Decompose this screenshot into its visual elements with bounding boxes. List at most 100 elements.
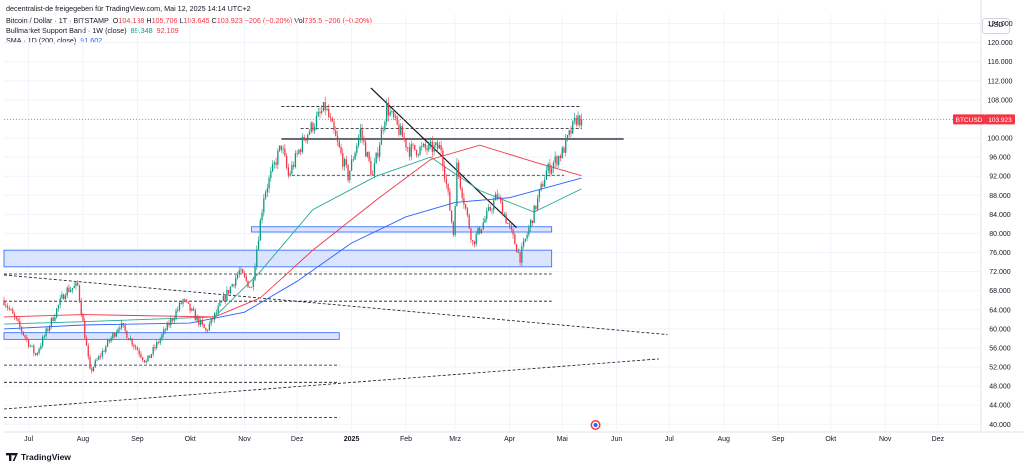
candle-body	[238, 270, 240, 275]
candle-body	[457, 162, 460, 176]
candle-body	[256, 249, 258, 267]
candle-body	[357, 137, 360, 146]
candle-body	[340, 147, 342, 154]
candle-body	[314, 126, 316, 131]
y-tick-label: 96.000	[989, 155, 1011, 162]
candle-body	[164, 329, 167, 331]
candle-body	[92, 366, 95, 371]
candle-body	[547, 163, 549, 171]
y-tick-label: 56.000	[989, 345, 1011, 352]
candle-body	[438, 145, 440, 149]
candle-body	[150, 354, 153, 358]
x-tick-label: Jun	[611, 436, 622, 443]
candle-body	[496, 194, 498, 198]
candle-body	[424, 143, 426, 149]
candle-body	[303, 136, 305, 141]
x-tick-label: 2025	[344, 436, 360, 443]
y-tick-label: 84.000	[989, 212, 1011, 219]
candle-body	[210, 318, 212, 324]
candle-body	[212, 318, 214, 320]
y-tick-label: 92.000	[989, 174, 1011, 181]
candle-body	[400, 126, 402, 135]
candle-body	[305, 140, 307, 142]
candle-body	[529, 220, 532, 228]
candle-body	[152, 347, 154, 355]
candle-body	[368, 152, 370, 161]
candle-body	[549, 163, 551, 174]
bull-band-label[interactable]: Bullmarket Support Band · 1W (close)	[6, 26, 127, 35]
candle-body	[366, 152, 369, 157]
candle-body	[149, 355, 151, 358]
x-tick-label: Mai	[557, 436, 569, 443]
candle-body	[103, 351, 105, 352]
candle-body	[22, 331, 24, 336]
price-tag-text: 103.923	[988, 117, 1012, 124]
candle-body	[463, 197, 465, 205]
candle-body	[240, 269, 242, 271]
sma-label[interactable]: SMA · 1D (200, close)	[6, 36, 77, 45]
candle-body	[247, 280, 249, 288]
open-value: 104.138	[118, 16, 145, 25]
candle-body	[221, 300, 223, 303]
legend-sma-row: SMA · 1D (200, close) 91.602	[6, 36, 102, 46]
candle-body	[135, 346, 137, 348]
candle-body	[486, 210, 488, 219]
candle-body	[3, 300, 5, 305]
candle-body	[394, 116, 397, 118]
candle-body	[222, 295, 225, 301]
candle-body	[379, 144, 381, 157]
candle-body	[98, 356, 100, 360]
candle-body	[345, 159, 347, 166]
candle-body	[294, 153, 297, 167]
candle-body	[231, 284, 233, 287]
candle-body	[338, 141, 340, 148]
candle-body	[59, 298, 61, 305]
candle-body	[519, 251, 521, 263]
legend-symbol-row: Bitcoin / Dollar · 1T · BITSTAMP O104.13…	[6, 16, 372, 26]
close-value: 103.923	[216, 16, 243, 25]
candle-body	[192, 308, 195, 311]
candle-body	[15, 316, 17, 319]
candle-body	[440, 145, 442, 151]
candle-body	[235, 278, 237, 286]
bull-band-value-2: 92.109	[156, 26, 179, 35]
symbol-name[interactable]: Bitcoin / Dollar · 1T · BITSTAMP	[6, 16, 109, 25]
candle-body	[563, 147, 565, 153]
candle-body	[75, 282, 77, 286]
candle-body	[8, 307, 10, 309]
candle-body	[110, 337, 112, 342]
candle-body	[57, 304, 60, 309]
candle-body	[494, 194, 497, 201]
candle-body	[142, 357, 144, 361]
candle-body	[386, 102, 388, 122]
candle-body	[31, 345, 33, 347]
candle-body	[117, 329, 119, 333]
candle-body	[336, 136, 339, 142]
candle-body	[161, 334, 163, 339]
candle-body	[489, 207, 491, 211]
candle-body	[361, 129, 363, 138]
candle-body	[296, 153, 298, 155]
candle-body	[115, 332, 117, 337]
candle-body	[45, 328, 47, 337]
close-label: C	[211, 16, 217, 25]
candle-body	[468, 215, 470, 229]
candle-body	[521, 246, 523, 263]
candle-body	[431, 141, 433, 152]
candle-body	[112, 333, 114, 338]
candle-body	[421, 146, 423, 148]
candle-body	[280, 145, 283, 150]
candle-body	[68, 287, 70, 292]
candle-body	[140, 354, 142, 358]
support-zone	[3, 332, 340, 340]
candle-body	[277, 150, 279, 165]
candle-body	[136, 347, 139, 351]
y-tick-label: 60.000	[989, 326, 1011, 333]
candle-body	[321, 110, 323, 113]
candle-body	[12, 309, 14, 314]
currency-button[interactable]: USD	[982, 18, 1010, 34]
candle-body	[26, 337, 28, 340]
candle-body	[284, 148, 286, 156]
candle-body	[524, 238, 527, 241]
